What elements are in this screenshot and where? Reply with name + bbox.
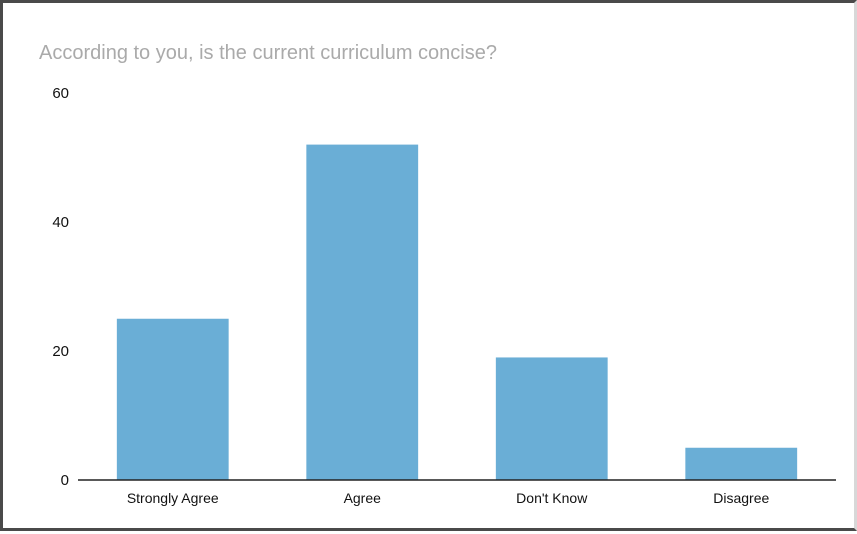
bar-agree [306,144,419,480]
x-tick-label: Agree [344,490,382,506]
bar-disagree [685,447,798,480]
y-tick-label: 40 [52,214,69,231]
x-axis-ticks: Strongly Agree Agree Don't Know Disagree [127,490,770,506]
y-axis-ticks: 0 20 40 60 [52,85,69,489]
bar-don-t-know [495,357,608,480]
bar-chart: According to you, is the current curricu… [39,42,836,506]
bar-strongly-agree [116,318,229,480]
y-tick-label: 60 [52,85,69,102]
x-tick-label: Strongly Agree [127,490,219,506]
y-tick-label: 20 [52,343,69,360]
y-tick-label: 0 [61,472,69,489]
x-tick-label: Disagree [713,490,769,506]
bars [116,144,798,480]
x-tick-label: Don't Know [516,490,588,506]
chart-title: According to you, is the current curricu… [39,42,497,64]
